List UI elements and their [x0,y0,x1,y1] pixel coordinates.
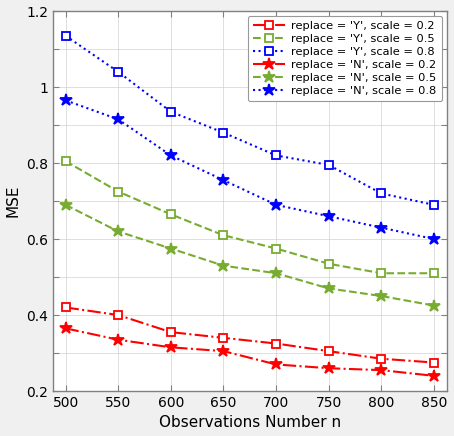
replace = 'N', scale = 0.8 [221,177,226,183]
Line: replace = 'N', scale = 0.2: replace = 'N', scale = 0.2 [59,322,440,382]
replace = 'N', scale = 0.2 [168,345,173,350]
replace = 'N', scale = 0.2 [221,348,226,354]
replace = 'Y', scale = 0.2 [326,348,331,354]
Line: replace = 'N', scale = 0.5: replace = 'N', scale = 0.5 [59,198,440,312]
Line: replace = 'Y', scale = 0.2: replace = 'Y', scale = 0.2 [62,303,438,366]
replace = 'N', scale = 0.5 [431,303,437,308]
replace = 'Y', scale = 0.8 [326,162,331,167]
replace = 'Y', scale = 0.2 [63,305,68,310]
replace = 'N', scale = 0.2 [431,373,437,378]
replace = 'Y', scale = 0.2 [221,335,226,341]
replace = 'N', scale = 0.8 [168,153,173,158]
replace = 'N', scale = 0.8 [273,202,279,208]
Line: replace = 'Y', scale = 0.5: replace = 'Y', scale = 0.5 [62,157,438,277]
replace = 'N', scale = 0.5 [273,271,279,276]
replace = 'Y', scale = 0.2 [273,341,279,346]
replace = 'N', scale = 0.8 [431,236,437,242]
Legend: replace = 'Y', scale = 0.2, replace = 'Y', scale = 0.5, replace = 'Y', scale = 0: replace = 'Y', scale = 0.2, replace = 'Y… [248,16,442,101]
replace = 'Y', scale = 0.5 [273,246,279,251]
replace = 'Y', scale = 0.5 [326,261,331,266]
replace = 'Y', scale = 0.2 [168,330,173,335]
replace = 'N', scale = 0.8 [115,117,121,122]
replace = 'N', scale = 0.5 [221,263,226,268]
replace = 'N', scale = 0.8 [326,214,331,219]
replace = 'N', scale = 0.2 [326,366,331,371]
replace = 'Y', scale = 0.5 [63,159,68,164]
replace = 'N', scale = 0.2 [273,362,279,367]
X-axis label: Observations Number n: Observations Number n [159,416,341,430]
replace = 'N', scale = 0.8 [379,225,384,230]
Line: replace = 'N', scale = 0.8: replace = 'N', scale = 0.8 [59,94,440,245]
replace = 'N', scale = 0.2 [115,337,121,342]
Line: replace = 'Y', scale = 0.8: replace = 'Y', scale = 0.8 [62,32,438,209]
replace = 'Y', scale = 0.5 [168,212,173,217]
replace = 'Y', scale = 0.2 [431,360,437,365]
replace = 'Y', scale = 0.8 [379,191,384,196]
replace = 'N', scale = 0.2 [63,326,68,331]
replace = 'N', scale = 0.5 [379,293,384,299]
replace = 'Y', scale = 0.5 [379,271,384,276]
replace = 'N', scale = 0.2 [379,368,384,373]
replace = 'N', scale = 0.5 [168,246,173,251]
replace = 'Y', scale = 0.8 [221,130,226,135]
replace = 'N', scale = 0.5 [326,286,331,291]
replace = 'Y', scale = 0.2 [115,313,121,318]
replace = 'Y', scale = 0.5 [115,189,121,194]
replace = 'Y', scale = 0.8 [63,33,68,38]
replace = 'N', scale = 0.5 [115,229,121,234]
replace = 'Y', scale = 0.8 [431,202,437,208]
Y-axis label: MSE: MSE [5,185,20,217]
replace = 'Y', scale = 0.8 [273,153,279,158]
replace = 'Y', scale = 0.8 [115,69,121,75]
replace = 'Y', scale = 0.5 [221,233,226,238]
replace = 'N', scale = 0.5 [63,202,68,208]
replace = 'N', scale = 0.8 [63,98,68,103]
replace = 'Y', scale = 0.2 [379,356,384,361]
replace = 'Y', scale = 0.8 [168,109,173,114]
replace = 'Y', scale = 0.5 [431,271,437,276]
